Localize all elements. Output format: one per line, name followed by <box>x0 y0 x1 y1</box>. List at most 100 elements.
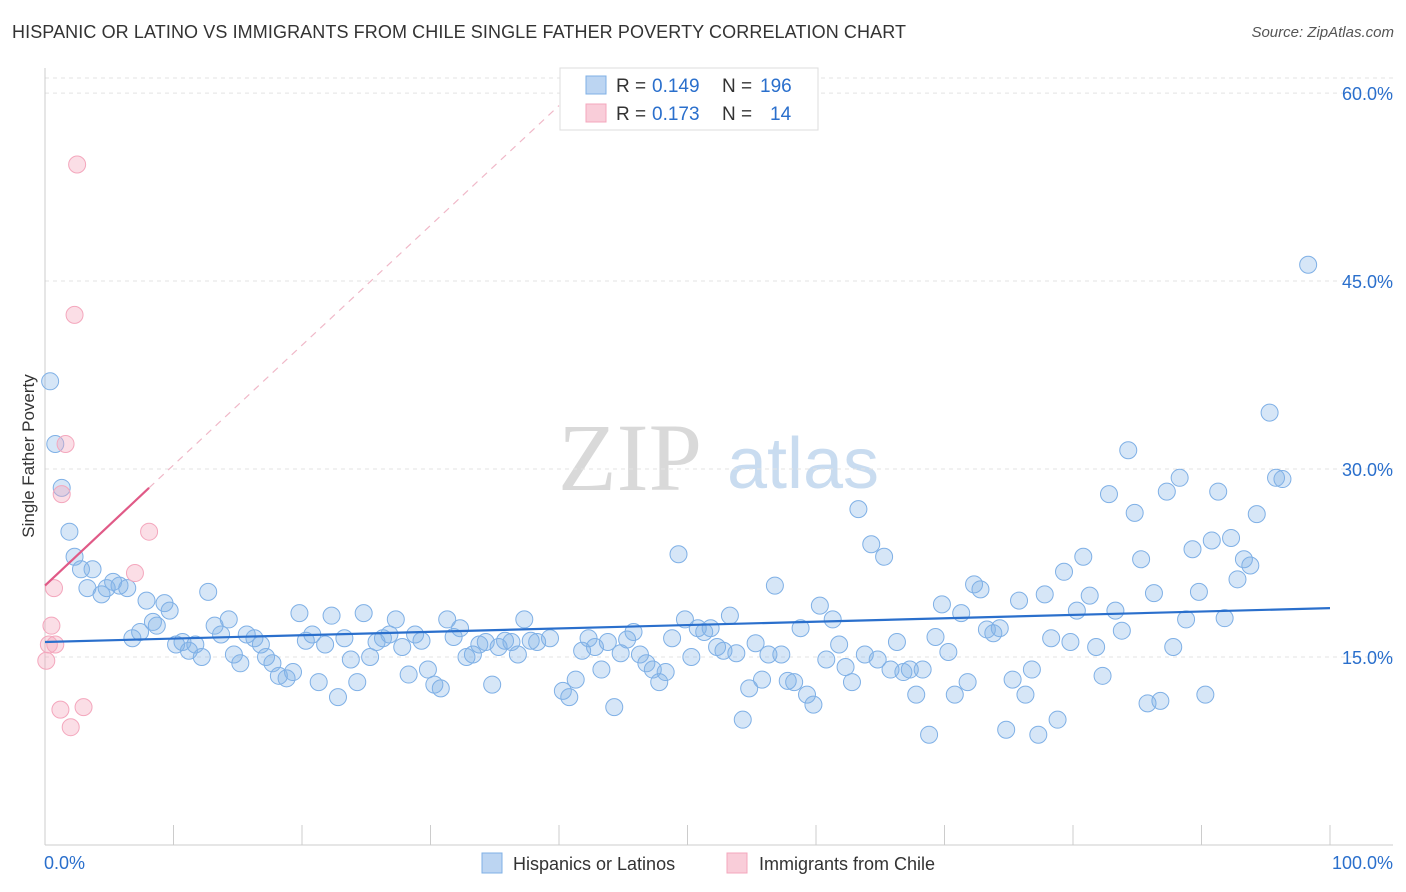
chile-point-3 <box>52 485 71 504</box>
stats-r-label-0: R = <box>616 76 646 97</box>
hispanic-point-63 <box>444 627 463 646</box>
y-axis-label: Single Father Poverty <box>19 374 38 538</box>
grid <box>45 77 1393 658</box>
hispanic-point-47 <box>341 650 360 669</box>
hispanic-point-94 <box>656 663 675 682</box>
hispanic-point-3 <box>60 522 79 541</box>
hispanic-point-55 <box>393 637 412 656</box>
legend-swatch-chile[interactable] <box>726 852 748 874</box>
hispanic-point-79 <box>560 688 579 707</box>
y-tick-labels: 15.0% 30.0% 45.0% 60.0% <box>1342 84 1393 668</box>
hispanic-point-187 <box>1260 403 1279 422</box>
stats-swatch-pink <box>585 103 607 123</box>
hispanic-point-71 <box>496 631 515 650</box>
hispanic-point-120 <box>823 610 842 629</box>
hispanic-point-132 <box>900 660 919 679</box>
hispanic-point-167 <box>1125 503 1144 522</box>
series-immigrants-from-chile <box>37 155 159 737</box>
hispanic-point-64 <box>451 619 470 638</box>
hispanic-point-59 <box>418 660 437 679</box>
hispanic-point-69 <box>483 675 502 694</box>
hispanic-point-24 <box>192 648 211 667</box>
hispanic-point-82 <box>579 629 598 648</box>
trend-line-0 <box>44 607 1331 644</box>
hispanic-point-162 <box>1093 666 1112 685</box>
y-tick-label-3: 60.0% <box>1342 84 1393 104</box>
x-tick-label-0: 0.0% <box>44 853 85 873</box>
watermark-atlas: atlas <box>727 424 879 504</box>
hispanic-point-152 <box>1029 725 1048 744</box>
stats-swatch-blue <box>585 75 607 95</box>
legend-label-chile[interactable]: Immigrants from Chile <box>759 854 935 874</box>
hispanic-point-173 <box>1164 637 1183 656</box>
chile-point-12 <box>74 698 93 717</box>
hispanic-point-117 <box>804 695 823 714</box>
hispanic-point-89 <box>624 622 643 641</box>
hispanic-point-157 <box>1061 632 1080 651</box>
hispanic-point-84 <box>592 660 611 679</box>
hispanic-point-127 <box>868 650 887 669</box>
y-tick-label-0: 15.0% <box>1342 648 1393 668</box>
hispanic-point-38 <box>284 663 303 682</box>
hispanic-point-28 <box>219 610 238 629</box>
hispanic-point-105 <box>727 644 746 663</box>
hispanic-point-106 <box>733 710 752 729</box>
hispanic-point-171 <box>1151 691 1170 710</box>
hispanic-point-96 <box>669 545 688 564</box>
hispanic-point-133 <box>907 685 926 704</box>
hispanic-point-126 <box>862 535 881 554</box>
hispanic-point-48 <box>348 673 367 692</box>
hispanic-point-46 <box>335 629 354 648</box>
hispanic-point-165 <box>1112 621 1131 640</box>
hispanic-point-110 <box>759 645 778 664</box>
axes <box>44 68 1393 846</box>
hispanic-point-185 <box>1241 556 1260 575</box>
stats-r-value-1: 0.173 <box>652 104 700 125</box>
legend-label-hispanics[interactable]: Hispanics or Latinos <box>513 854 675 874</box>
hispanic-point-178 <box>1196 685 1215 704</box>
chile-point-1 <box>65 305 84 324</box>
chile-point-4 <box>140 522 159 541</box>
hispanic-point-149 <box>1010 591 1029 610</box>
hispanic-point-17 <box>147 616 166 635</box>
hispanic-point-156 <box>1055 562 1074 581</box>
stats-n-label-0: N = <box>722 76 752 97</box>
hispanic-point-150 <box>1016 685 1035 704</box>
hispanic-point-90 <box>630 645 649 664</box>
hispanic-point-148 <box>1003 670 1022 689</box>
hispanic-point-158 <box>1067 601 1086 620</box>
hispanic-point-58 <box>412 631 431 650</box>
hispanic-point-176 <box>1183 540 1202 559</box>
stats-n-label-1: N = <box>722 104 752 125</box>
hispanic-point-45 <box>328 688 347 707</box>
trend-lines <box>44 105 1331 644</box>
hispanic-point-180 <box>1209 482 1228 501</box>
hispanic-point-123 <box>842 673 861 692</box>
x-tick-labels: 0.0% 100.0% <box>44 853 1393 873</box>
hispanic-point-43 <box>316 635 335 654</box>
watermark: ZIP atlas <box>558 404 879 511</box>
chile-point-6 <box>44 579 63 598</box>
hispanic-point-163 <box>1099 485 1118 504</box>
hispanic-point-166 <box>1119 441 1138 460</box>
hispanic-point-19 <box>160 601 179 620</box>
hispanic-point-107 <box>740 679 759 698</box>
hispanic-point-66 <box>463 645 482 664</box>
legend-swatch-hispanics[interactable] <box>481 852 503 874</box>
chile-point-11 <box>51 700 70 719</box>
hispanic-point-61 <box>431 679 450 698</box>
hispanic-point-179 <box>1202 531 1221 550</box>
hispanic-point-177 <box>1189 582 1208 601</box>
hispanic-point-183 <box>1228 570 1247 589</box>
hispanic-point-168 <box>1132 550 1151 569</box>
hispanic-point-42 <box>309 673 328 692</box>
hispanic-point-128 <box>875 547 894 566</box>
hispanic-point-39 <box>290 604 309 623</box>
hispanic-point-146 <box>990 619 1009 638</box>
hispanic-point-77 <box>541 629 560 648</box>
hispanic-point-56 <box>399 665 418 684</box>
hispanic-point-161 <box>1087 637 1106 656</box>
hispanic-point-53 <box>380 625 399 644</box>
hispanic-point-135 <box>920 725 939 744</box>
hispanic-point-98 <box>682 648 701 667</box>
